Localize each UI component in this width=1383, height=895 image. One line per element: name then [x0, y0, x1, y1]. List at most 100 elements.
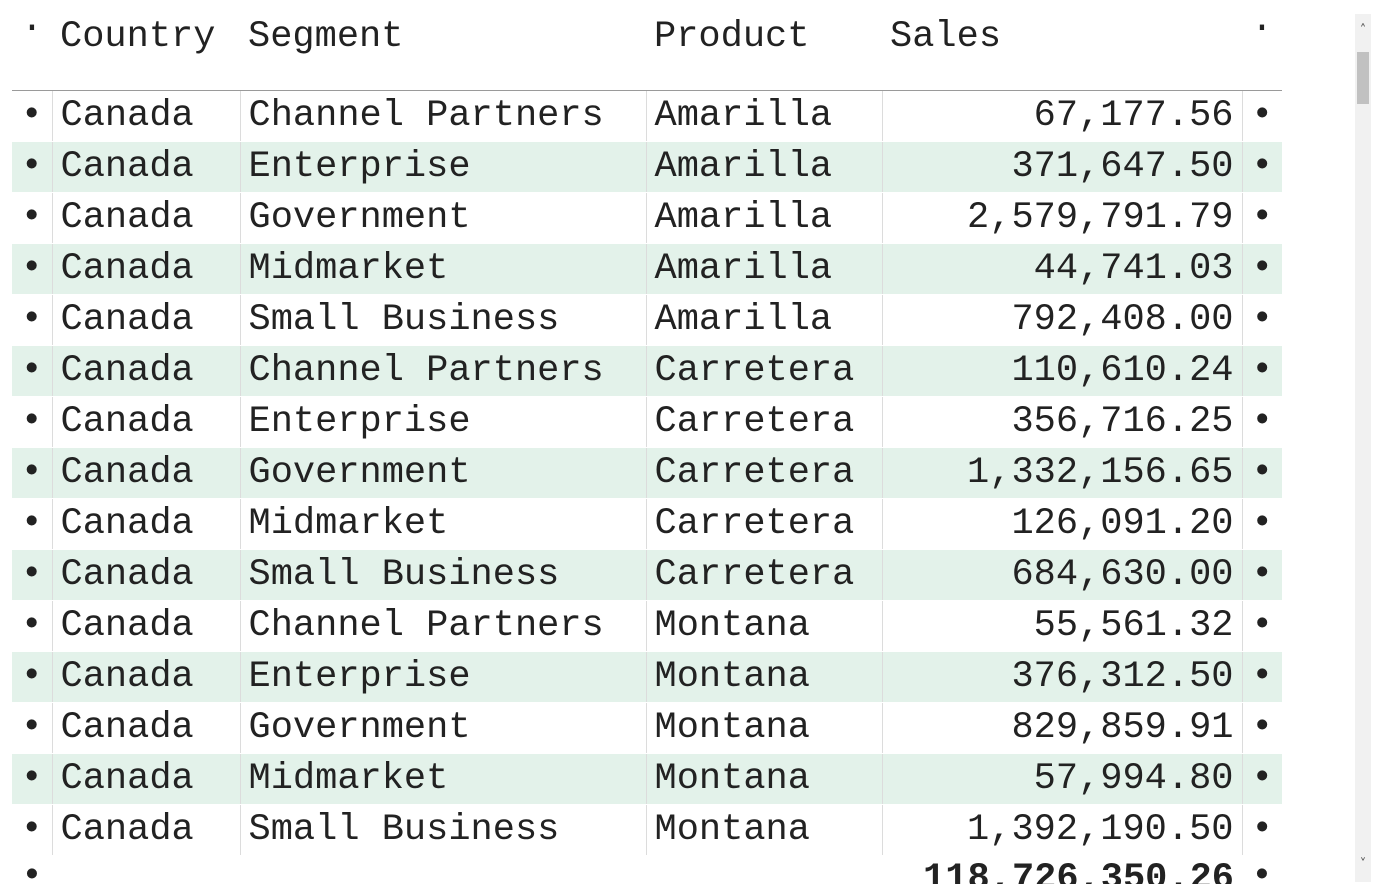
row-marker-end: •	[1241, 90, 1282, 142]
cell-product: Carretera	[645, 498, 882, 550]
table-row[interactable]: • Canada Midmarket Amarilla 44,741.03 •	[12, 243, 1282, 295]
table-row[interactable]: • Canada Government Carretera 1,332,156.65 •	[12, 447, 1282, 499]
cell-segment: Enterprise	[239, 651, 646, 703]
table-row[interactable]: • Canada Midmarket Montana 57,994.80 •	[12, 753, 1282, 805]
total-sales-value: 118,726,350.26	[882, 854, 1242, 884]
column-header-product[interactable]: Product	[646, 0, 882, 91]
cell-product: Carretera	[645, 549, 882, 601]
row-marker-end: •	[1241, 804, 1282, 856]
column-header-country[interactable]: Country	[52, 0, 240, 91]
table-row[interactable]: • Canada Small Business Amarilla 792,408.00 •	[12, 294, 1282, 346]
cell-country: Canada	[51, 447, 240, 499]
cell-sales: 126,091.20	[881, 498, 1242, 550]
cell-segment: Midmarket	[239, 243, 646, 295]
row-marker: •	[12, 498, 52, 550]
cell-segment: Channel Partners	[239, 345, 646, 397]
cell-country: Canada	[51, 294, 240, 346]
cell-country: Canada	[51, 804, 240, 856]
table-row[interactable]: • Canada Small Business Carretera 684,630.00…	[12, 549, 1282, 601]
cell-country: Canada	[51, 549, 240, 601]
cell-country: Canada	[51, 498, 240, 550]
row-marker: •	[12, 345, 52, 397]
row-marker-end: •	[1241, 702, 1282, 754]
table-row[interactable]: • Canada Channel Partners Amarilla 67,177.56…	[12, 90, 1282, 142]
row-marker: •	[12, 243, 52, 295]
cell-product: Amarilla	[645, 294, 882, 346]
cell-segment: Midmarket	[239, 753, 646, 805]
table-row[interactable]: • Canada Enterprise Montana 376,312.50 •	[12, 651, 1282, 703]
total-row-marker-end: •	[1242, 854, 1282, 884]
cell-sales: 67,177.56	[881, 90, 1242, 142]
row-marker: •	[12, 90, 52, 142]
total-row-marker: •	[12, 854, 52, 884]
cell-country: Canada	[51, 396, 240, 448]
row-marker-end: •	[1241, 447, 1282, 499]
row-marker-end: •	[1241, 600, 1282, 652]
scrollbar-thumb[interactable]	[1357, 52, 1369, 104]
chevron-down-icon[interactable]: ˅	[1359, 857, 1367, 872]
table-total-row: • 118,726,350.26 •	[12, 854, 1282, 884]
table-row[interactable]: • Canada Midmarket Carretera 126,091.20 •	[12, 498, 1282, 550]
cell-sales: 356,716.25	[881, 396, 1242, 448]
cell-product: Montana	[645, 804, 882, 856]
total-empty-cell	[52, 854, 240, 884]
cell-product: Montana	[645, 600, 882, 652]
cell-segment: Channel Partners	[239, 90, 646, 142]
row-marker-end: •	[1241, 549, 1282, 601]
row-marker: •	[12, 651, 52, 703]
cell-product: Montana	[645, 702, 882, 754]
table-body: • Canada Channel Partners Amarilla 67,177.56…	[12, 90, 1282, 856]
vertical-scrollbar[interactable]: ˄ ˅	[1355, 14, 1371, 882]
table-header-row: . Country Segment Product Sales .	[12, 0, 1282, 91]
table-row[interactable]: • Canada Channel Partners Carretera 110,610.…	[12, 345, 1282, 397]
cell-sales: 1,392,190.50	[881, 804, 1242, 856]
cell-product: Amarilla	[645, 141, 882, 193]
table-row[interactable]: • Canada Government Montana 829,859.91 •	[12, 702, 1282, 754]
cell-segment: Midmarket	[239, 498, 646, 550]
row-marker-end: •	[1241, 498, 1282, 550]
cell-segment: Channel Partners	[239, 600, 646, 652]
cell-product: Amarilla	[645, 90, 882, 142]
cell-segment: Enterprise	[239, 141, 646, 193]
total-empty-cell	[646, 854, 882, 884]
cell-segment: Small Business	[239, 804, 646, 856]
table-row[interactable]: • Canada Channel Partners Montana 55,561.32 •	[12, 600, 1282, 652]
cell-country: Canada	[51, 141, 240, 193]
header-row-marker-end: .	[1242, 0, 1282, 91]
chevron-up-icon[interactable]: ˄	[1359, 23, 1367, 38]
row-marker: •	[12, 447, 52, 499]
row-marker: •	[12, 141, 52, 193]
row-marker-end: •	[1241, 345, 1282, 397]
cell-sales: 684,630.00	[881, 549, 1242, 601]
cell-product: Carretera	[645, 447, 882, 499]
cell-segment: Small Business	[239, 549, 646, 601]
cell-sales: 829,859.91	[881, 702, 1242, 754]
row-marker: •	[12, 396, 52, 448]
row-marker: •	[12, 192, 52, 244]
table-row[interactable]: • Canada Enterprise Amarilla 371,647.50 •	[12, 141, 1282, 193]
cell-country: Canada	[51, 702, 240, 754]
row-marker: •	[12, 702, 52, 754]
cell-segment: Small Business	[239, 294, 646, 346]
total-empty-cell	[240, 854, 646, 884]
column-header-segment[interactable]: Segment	[240, 0, 646, 91]
column-header-sales[interactable]: Sales	[882, 0, 1242, 91]
row-marker-end: •	[1241, 651, 1282, 703]
cell-country: Canada	[51, 600, 240, 652]
sales-table: . Country Segment Product Sales . • Canad…	[12, 0, 1282, 884]
cell-segment: Government	[239, 192, 646, 244]
cell-country: Canada	[51, 243, 240, 295]
row-marker-end: •	[1241, 753, 1282, 805]
table-row[interactable]: • Canada Enterprise Carretera 356,716.25 •	[12, 396, 1282, 448]
cell-sales: 2,579,791.79	[881, 192, 1242, 244]
table-row[interactable]: • Canada Government Amarilla 2,579,791.79 •	[12, 192, 1282, 244]
cell-product: Amarilla	[645, 192, 882, 244]
cell-product: Carretera	[645, 345, 882, 397]
cell-sales: 376,312.50	[881, 651, 1242, 703]
cell-segment: Enterprise	[239, 396, 646, 448]
cell-sales: 55,561.32	[881, 600, 1242, 652]
row-marker: •	[12, 294, 52, 346]
cell-segment: Government	[239, 702, 646, 754]
table-row[interactable]: • Canada Small Business Montana 1,392,190.50…	[12, 804, 1282, 856]
cell-segment: Government	[239, 447, 646, 499]
